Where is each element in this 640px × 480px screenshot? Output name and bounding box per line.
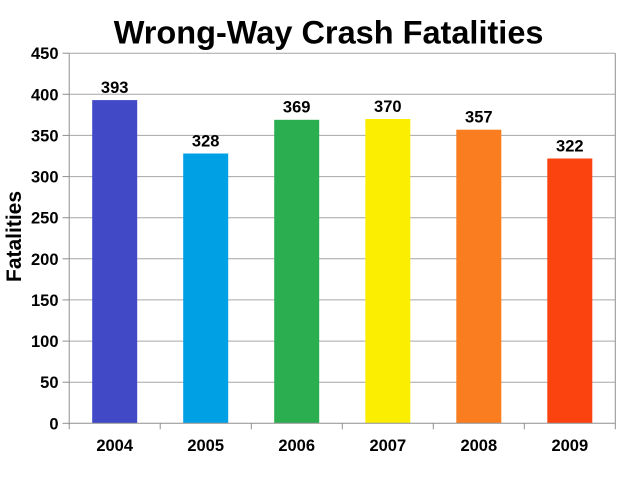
svg-text:370: 370 [374, 98, 402, 116]
svg-text:369: 369 [283, 99, 311, 117]
svg-text:400: 400 [31, 86, 59, 104]
svg-text:200: 200 [31, 251, 59, 269]
svg-text:450: 450 [31, 45, 59, 63]
svg-text:350: 350 [31, 127, 59, 145]
svg-text:300: 300 [31, 169, 59, 187]
svg-text:Wrong-Way Crash Fatalities: Wrong-Way Crash Fatalities [114, 14, 544, 50]
svg-text:2005: 2005 [187, 437, 224, 455]
svg-text:2009: 2009 [551, 437, 588, 455]
svg-text:2008: 2008 [460, 437, 497, 455]
svg-text:50: 50 [40, 374, 58, 392]
svg-text:328: 328 [192, 132, 220, 150]
svg-text:250: 250 [31, 210, 59, 228]
svg-text:0: 0 [49, 415, 58, 433]
svg-text:2006: 2006 [278, 437, 315, 455]
svg-text:393: 393 [101, 79, 129, 97]
svg-text:150: 150 [31, 292, 59, 310]
svg-text:100: 100 [31, 333, 59, 351]
svg-text:322: 322 [556, 137, 584, 155]
svg-text:Fatalities: Fatalities [3, 191, 26, 282]
svg-text:357: 357 [465, 109, 493, 127]
svg-text:2004: 2004 [96, 437, 134, 455]
svg-text:2007: 2007 [369, 437, 406, 455]
